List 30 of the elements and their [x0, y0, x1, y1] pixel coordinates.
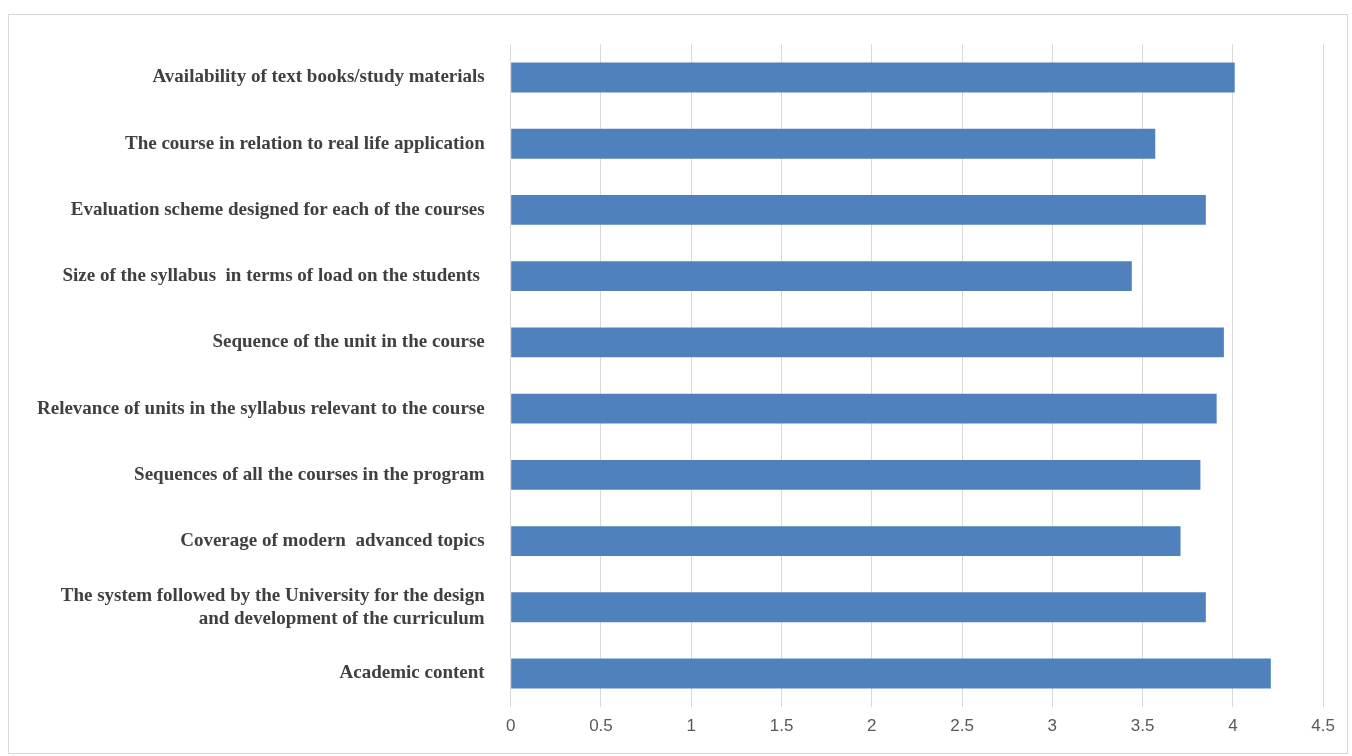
y-tick-label: Relevance of units in the syllabus relevant to the course: [36, 396, 485, 418]
bar: [511, 261, 1132, 292]
bar: [511, 195, 1206, 225]
x-tick-label: 3.5: [1130, 716, 1155, 736]
bar: [511, 62, 1235, 93]
y-tick-label: Academic content: [339, 661, 486, 683]
y-tick-label: Sequences of all the courses in the program: [134, 462, 485, 484]
y-tick-label: Sequence of the unit in the course: [212, 330, 485, 352]
x-tick-label: 1: [686, 716, 696, 736]
bar: [511, 459, 1201, 490]
x-tick-label: 4.5: [1311, 716, 1335, 736]
y-tick-label: Size of the syllabus in terms of load on the students: [62, 264, 485, 286]
x-tick-label: 3: [1047, 716, 1058, 736]
x-tick-label: 0.5: [589, 716, 613, 736]
bar: [511, 658, 1271, 689]
y-tick-label: Availability of text books/study materials: [152, 65, 485, 87]
x-tick-label: 2.5: [950, 716, 974, 736]
x-tick-label: 1.5: [769, 716, 794, 736]
y-tick-label: Evaluation scheme designed for each of the courses: [70, 197, 485, 219]
y-tick-label: The system followed by the University for the design and development of the curriculum: [60, 583, 486, 628]
x-tick-label: 2: [867, 716, 877, 736]
bar: [511, 393, 1217, 424]
x-tick-label: 4: [1228, 716, 1238, 736]
y-tick-label: Coverage of modern advanced topics: [180, 528, 485, 550]
bar: [511, 327, 1224, 358]
x-tick-label: 0: [505, 716, 516, 736]
bar: [511, 526, 1181, 556]
y-tick-label: The course in relation to real life application: [124, 131, 486, 153]
bar: [511, 592, 1206, 623]
bar: [511, 128, 1156, 159]
